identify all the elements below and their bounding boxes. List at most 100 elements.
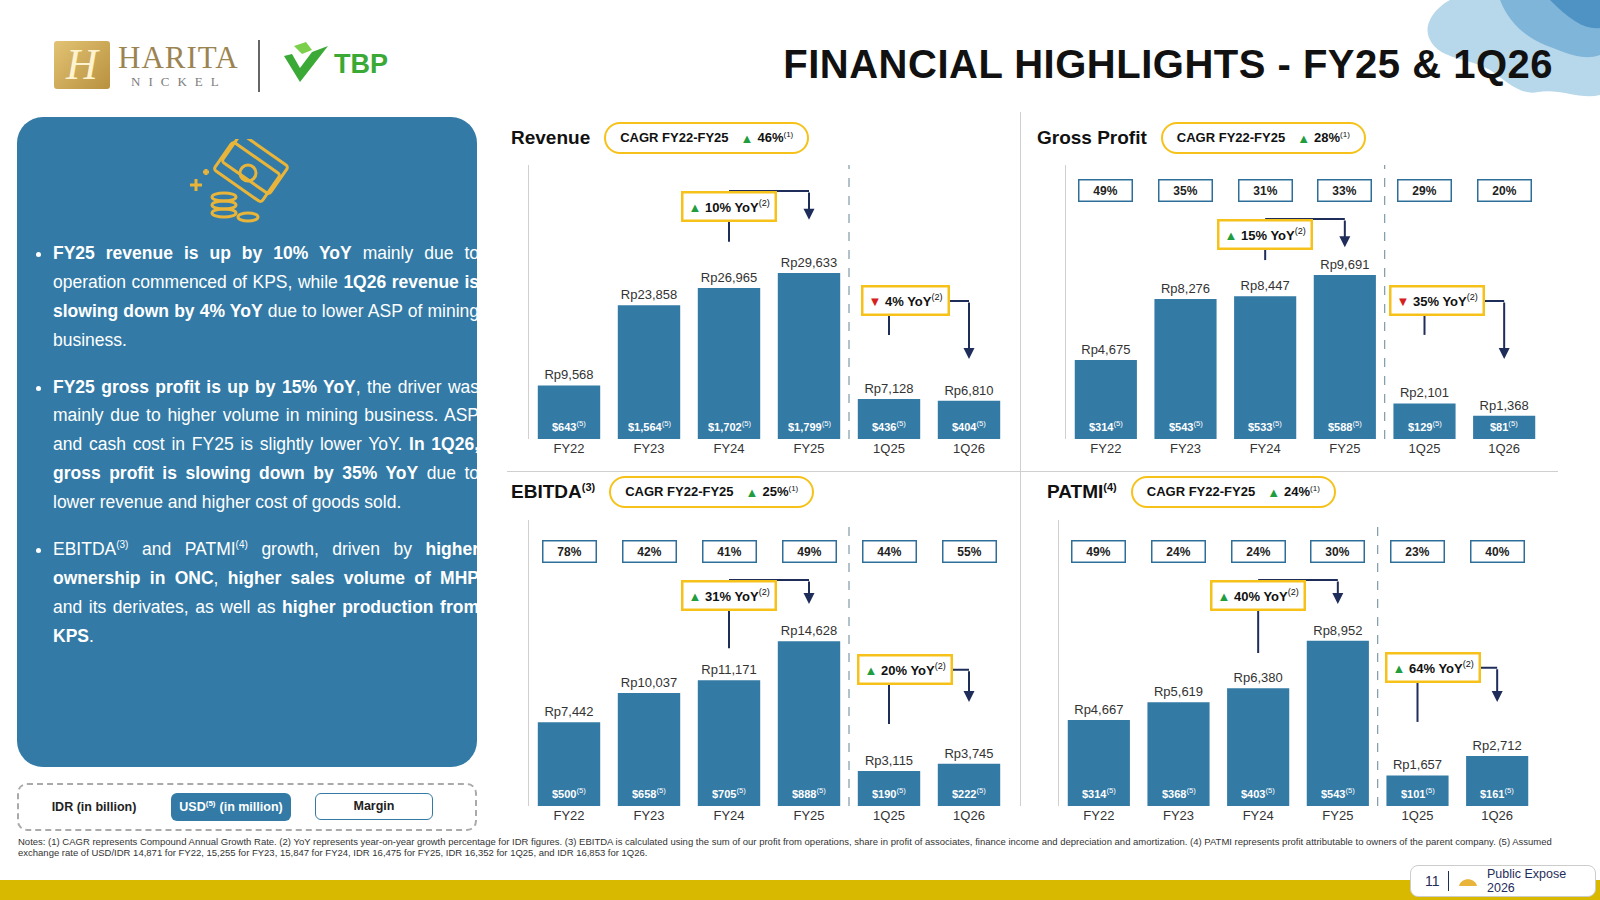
svg-text:FY25: FY25 bbox=[1322, 808, 1353, 823]
svg-text:Rp8,952: Rp8,952 bbox=[1313, 623, 1362, 638]
svg-text:1Q25: 1Q25 bbox=[873, 441, 905, 456]
svg-text:20%: 20% bbox=[1492, 184, 1516, 198]
svg-text:▲ 31% YoY​(2)​: ▲ 31% YoY​(2)​ bbox=[689, 587, 770, 603]
svg-text:Rp10,037: Rp10,037 bbox=[621, 675, 677, 690]
svg-text:35%: 35% bbox=[1173, 184, 1197, 198]
svg-text:Rp1,657: Rp1,657 bbox=[1393, 757, 1442, 772]
svg-text:1Q26: 1Q26 bbox=[953, 441, 985, 456]
svg-text:41%: 41% bbox=[717, 545, 741, 559]
svg-text:$368​(5)​: $368​(5)​ bbox=[1162, 786, 1196, 800]
svg-text:1Q25: 1Q25 bbox=[873, 808, 905, 823]
svg-text:$543​(5)​: $543​(5)​ bbox=[1321, 786, 1355, 800]
svg-text:33%: 33% bbox=[1332, 184, 1356, 198]
svg-text:$1,799​(5)​: $1,799​(5)​ bbox=[788, 419, 831, 433]
svg-text:Rp23,858: Rp23,858 bbox=[621, 287, 677, 302]
svg-text:$658​(5)​: $658​(5)​ bbox=[632, 786, 666, 800]
svg-text:Rp6,380: Rp6,380 bbox=[1234, 670, 1283, 685]
html-text:FY25 gross profit is up by 15%: FY25 gross profit is up by 15% YoY, the … bbox=[53, 376, 479, 512]
svg-text:▲ 15% YoY​(2)​: ▲ 15% YoY​(2)​ bbox=[1225, 226, 1306, 242]
html-text:FY25 revenue is up by 10% YoY: FY25 revenue is up by 10% YoY mainly due… bbox=[53, 243, 479, 350]
svg-text:Rp8,447: Rp8,447 bbox=[1241, 278, 1290, 293]
svg-text:Rp11,171: Rp11,171 bbox=[701, 662, 756, 677]
svg-text:49%: 49% bbox=[1093, 184, 1117, 198]
svg-text:FY23: FY23 bbox=[1163, 808, 1194, 823]
svg-text:▲ 64% YoY​(2)​: ▲ 64% YoY​(2)​ bbox=[1393, 659, 1474, 675]
svg-text:FY23: FY23 bbox=[1170, 441, 1201, 456]
svg-text:$222​(5)​: $222​(5)​ bbox=[952, 786, 986, 800]
svg-text:Rp9,691: Rp9,691 bbox=[1320, 257, 1369, 272]
svg-text:$1,702​(5)​: $1,702​(5)​ bbox=[708, 419, 751, 433]
svg-text:$888​(5)​: $888​(5)​ bbox=[792, 786, 826, 800]
svg-text:▼ 4% YoY​(2)​: ▼ 4% YoY​(2)​ bbox=[869, 292, 943, 308]
svg-text:FY22: FY22 bbox=[553, 441, 584, 456]
svg-text:49%: 49% bbox=[797, 545, 821, 559]
svg-text:$643​(5)​: $643​(5)​ bbox=[552, 419, 586, 433]
svg-text:Rp6,810: Rp6,810 bbox=[944, 383, 993, 398]
svg-text:1Q26: 1Q26 bbox=[1488, 441, 1520, 456]
svg-text:FY25: FY25 bbox=[793, 441, 824, 456]
svg-text:FY25: FY25 bbox=[793, 808, 824, 823]
svg-text:49%: 49% bbox=[1086, 545, 1110, 559]
svg-text:$101​(5)​: $101​(5)​ bbox=[1401, 786, 1435, 800]
svg-text:Rp7,442: Rp7,442 bbox=[544, 704, 593, 719]
svg-text:30%: 30% bbox=[1325, 545, 1349, 559]
svg-text:31%: 31% bbox=[1253, 184, 1277, 198]
svg-text:40%: 40% bbox=[1485, 545, 1509, 559]
svg-text:Rp4,675: Rp4,675 bbox=[1081, 342, 1130, 357]
svg-text:FY22: FY22 bbox=[1083, 808, 1114, 823]
svg-text:$81​(5)​: $81​(5)​ bbox=[1490, 419, 1518, 433]
svg-text:$705​(5)​: $705​(5)​ bbox=[712, 786, 746, 800]
svg-text:$1,564​(5)​: $1,564​(5)​ bbox=[628, 419, 671, 433]
svg-text:29%: 29% bbox=[1412, 184, 1436, 198]
svg-text:$161​(5)​: $161​(5)​ bbox=[1480, 786, 1514, 800]
svg-text:$314​(5)​: $314​(5)​ bbox=[1089, 419, 1123, 433]
svg-text:▲ 40% YoY​(2)​: ▲ 40% YoY​(2)​ bbox=[1218, 587, 1299, 603]
svg-text:1Q26: 1Q26 bbox=[953, 808, 985, 823]
svg-text:FY22: FY22 bbox=[553, 808, 584, 823]
svg-text:Rp3,745: Rp3,745 bbox=[944, 746, 993, 761]
svg-text:24%: 24% bbox=[1246, 545, 1270, 559]
svg-text:Rp4,667: Rp4,667 bbox=[1074, 702, 1123, 717]
svg-text:FY24: FY24 bbox=[713, 441, 744, 456]
svg-text:Rp3,115: Rp3,115 bbox=[865, 753, 913, 768]
svg-text:$533​(5)​: $533​(5)​ bbox=[1248, 419, 1282, 433]
svg-text:$436​(5)​: $436​(5)​ bbox=[872, 419, 906, 433]
svg-text:$314​(5)​: $314​(5)​ bbox=[1082, 786, 1116, 800]
svg-text:$588​(5)​: $588​(5)​ bbox=[1328, 419, 1362, 433]
svg-text:42%: 42% bbox=[637, 545, 661, 559]
svg-text:Rp7,128: Rp7,128 bbox=[864, 381, 913, 396]
svg-text:$190​(5)​: $190​(5)​ bbox=[872, 786, 906, 800]
svg-text:Rp2,101: Rp2,101 bbox=[1400, 385, 1449, 400]
svg-text:FY25: FY25 bbox=[1329, 441, 1360, 456]
svg-text:▲ 10% YoY​(2)​: ▲ 10% YoY​(2)​ bbox=[689, 198, 770, 214]
svg-text:Rp9,568: Rp9,568 bbox=[544, 367, 593, 382]
svg-text:FY24: FY24 bbox=[1250, 441, 1281, 456]
svg-text:FY23: FY23 bbox=[633, 441, 664, 456]
svg-text:Rp5,619: Rp5,619 bbox=[1154, 684, 1203, 699]
svg-text:Rp14,628: Rp14,628 bbox=[781, 623, 837, 638]
svg-text:$543​(5)​: $543​(5)​ bbox=[1169, 419, 1203, 433]
svg-text:23%: 23% bbox=[1405, 545, 1429, 559]
svg-text:FY22: FY22 bbox=[1090, 441, 1121, 456]
svg-text:55%: 55% bbox=[957, 545, 981, 559]
svg-text:$129​(5)​: $129​(5)​ bbox=[1408, 419, 1442, 433]
svg-text:▼ 35% YoY​(2)​: ▼ 35% YoY​(2)​ bbox=[1397, 292, 1478, 308]
svg-text:$500​(5)​: $500​(5)​ bbox=[552, 786, 586, 800]
svg-text:Rp26,965: Rp26,965 bbox=[701, 270, 757, 285]
svg-text:$404​(5)​: $404​(5)​ bbox=[952, 419, 986, 433]
svg-text:Rp1,368: Rp1,368 bbox=[1480, 398, 1529, 413]
svg-text:$403​(5)​: $403​(5)​ bbox=[1241, 786, 1275, 800]
svg-text:FY23: FY23 bbox=[633, 808, 664, 823]
svg-text:Rp29,633: Rp29,633 bbox=[781, 255, 837, 270]
svg-text:1Q25: 1Q25 bbox=[1402, 808, 1434, 823]
svg-text:FY24: FY24 bbox=[713, 808, 744, 823]
svg-text:1Q25: 1Q25 bbox=[1409, 441, 1441, 456]
svg-text:Rp2,712: Rp2,712 bbox=[1473, 738, 1522, 753]
svg-text:24%: 24% bbox=[1166, 545, 1190, 559]
svg-text:▲ 20% YoY​(2)​: ▲ 20% YoY​(2)​ bbox=[865, 661, 946, 677]
svg-text:FY24: FY24 bbox=[1243, 808, 1274, 823]
svg-text:78%: 78% bbox=[557, 545, 581, 559]
svg-text:1Q26: 1Q26 bbox=[1481, 808, 1513, 823]
svg-text:Rp8,276: Rp8,276 bbox=[1161, 281, 1210, 296]
svg-text:44%: 44% bbox=[877, 545, 901, 559]
